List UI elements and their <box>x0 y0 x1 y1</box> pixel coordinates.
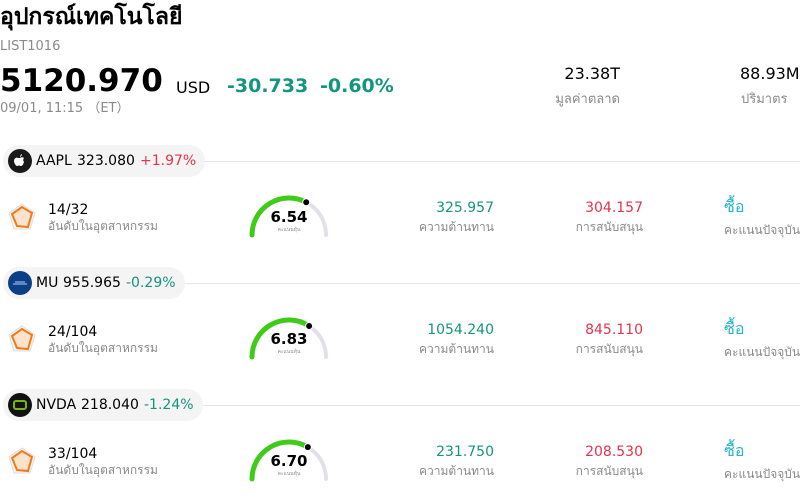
resistance-label: ความต้านทาน <box>419 220 494 234</box>
score-label: คะแนนหุ้น <box>277 227 301 233</box>
stock-price: 323.080 <box>77 153 135 169</box>
support-label: การสนับสนุน <box>575 464 643 478</box>
score-label: คะแนนหุ้น <box>277 471 301 477</box>
support-label: การสนับสนุน <box>575 220 643 234</box>
gauge <box>249 195 328 238</box>
separator <box>203 405 800 406</box>
time: 09/01, 11:15 （ET） <box>0 101 130 116</box>
ticker: NVDA <box>36 397 77 413</box>
separator <box>185 283 800 284</box>
logo-mark <box>13 400 27 410</box>
radar-shape <box>10 205 34 229</box>
stock-logo <box>8 271 32 295</box>
rank: 24/104 <box>48 324 98 340</box>
rank-label: อันดับในอุตสาหกรรม <box>48 341 158 355</box>
rating-label: คะแนนปัจจุบัน <box>724 467 800 481</box>
stat-label: ปริมาตร <box>741 92 788 107</box>
radar-shape <box>10 327 34 351</box>
support-label: การสนับสนุน <box>575 342 643 356</box>
resistance-label: ความต้านทาน <box>419 464 494 478</box>
score: 6.70 <box>270 452 308 470</box>
rating-label: คะแนนปัจจุบัน <box>724 345 800 359</box>
stat-label: มูลค่าตลาด <box>555 92 620 107</box>
currency: USD <box>176 78 211 97</box>
stock-pill[interactable] <box>3 267 185 299</box>
stock-logo <box>8 149 32 173</box>
resistance: 325.957 <box>436 200 494 216</box>
gauge-dot <box>305 321 314 330</box>
stat-value: 23.38T <box>564 64 620 83</box>
logo-bg <box>8 393 32 417</box>
score: 6.54 <box>270 208 308 226</box>
resistance: 1054.240 <box>427 322 494 338</box>
gauge-fill <box>249 195 309 238</box>
stock-pill[interactable] <box>3 145 205 177</box>
rating: ซื้อ <box>724 319 745 338</box>
gauge-dot <box>303 443 312 452</box>
stock-pill[interactable] <box>3 389 203 421</box>
price: 5120.970 <box>0 63 163 99</box>
resistance-label: ความต้านทาน <box>419 342 494 356</box>
stat-value: 88.93M <box>740 64 800 83</box>
rating-label: คะแนนปัจจุบัน <box>724 223 800 237</box>
rank-icon <box>8 447 36 474</box>
rank-label: อันดับในอุตสาหกรรม <box>48 219 158 233</box>
logo-mark <box>13 281 27 285</box>
score: 6.83 <box>270 330 308 348</box>
change-percent: -0.60% <box>320 75 394 97</box>
gauge <box>249 439 328 482</box>
title: อุปกรณ์เทคโนโลยี <box>0 4 183 30</box>
logo-apple <box>14 154 24 166</box>
rank-icon <box>8 203 36 230</box>
score-label: คะแนนหุ้น <box>277 349 301 355</box>
stock-change: -0.29% <box>126 275 176 291</box>
gauge <box>249 317 328 360</box>
rank: 33/104 <box>48 446 98 462</box>
ticker: MU <box>36 275 59 291</box>
ticker: AAPL <box>36 153 72 169</box>
rating: ซื้อ <box>724 441 745 460</box>
support: 208.530 <box>585 444 643 460</box>
rank-label: อันดับในอุตสาหกรรม <box>48 463 158 477</box>
stock-change: +1.97% <box>140 153 197 169</box>
rank-icon <box>8 325 36 352</box>
support: 304.157 <box>585 200 643 216</box>
stock-logo <box>8 393 32 417</box>
radar-shape <box>10 449 34 473</box>
code: LIST1016 <box>0 39 61 54</box>
gauge-fill <box>249 317 312 360</box>
stock-price: 955.965 <box>63 275 121 291</box>
separator <box>205 161 800 162</box>
rating: ซื้อ <box>724 197 745 216</box>
stock-price: 218.040 <box>81 397 139 413</box>
gauge-dot <box>302 198 311 207</box>
stock-change: -1.24% <box>144 397 194 413</box>
change: -30.733 <box>227 75 309 97</box>
gauge-fill <box>249 439 311 482</box>
rank: 14/32 <box>48 202 89 218</box>
support: 845.110 <box>585 322 643 338</box>
logo-bg <box>8 271 32 295</box>
resistance: 231.750 <box>436 444 494 460</box>
